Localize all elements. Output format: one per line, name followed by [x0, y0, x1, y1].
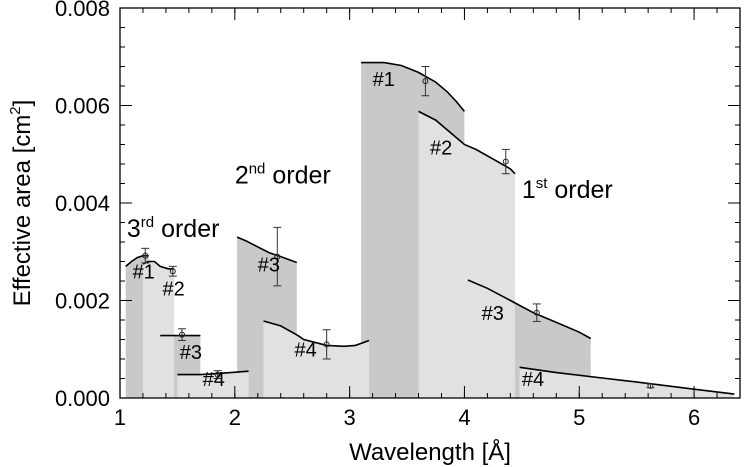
series-label-order1-n3: #3	[482, 303, 504, 325]
ticks: 1 2 3 4 5 6 0.000 0.002 0.004 0.006 0.008	[55, 0, 741, 430]
series-label-order3-n3: #3	[180, 342, 202, 364]
y-tick-label: 0.006	[55, 94, 110, 119]
order-number: 3	[127, 215, 141, 243]
series-label-order3-n2: #2	[162, 279, 184, 301]
series-label-order2-n3: #3	[258, 254, 280, 276]
error-bar-order3-n1	[141, 247, 150, 264]
data-point	[502, 158, 509, 165]
y-axis-title-main: Effective area [cm	[9, 115, 36, 307]
error-bar-order1-n2	[501, 148, 510, 175]
y-tick-label: 0.004	[55, 191, 110, 216]
data-point	[647, 382, 654, 389]
order-label-1: 3rd order	[127, 214, 220, 243]
order-suffix: nd	[249, 161, 266, 178]
error-bars	[141, 66, 655, 389]
data-point	[323, 341, 330, 348]
order-suffix: rd	[141, 214, 154, 231]
curve-order1-n4	[519, 366, 735, 395]
data-point	[142, 252, 149, 259]
data-point	[179, 331, 185, 338]
error-bar-order1-n4	[646, 382, 655, 389]
data-point	[169, 268, 176, 275]
curve-order1-n1	[361, 61, 466, 112]
x-tick-label: 6	[688, 405, 700, 430]
area-order1-n2	[418, 111, 515, 399]
curve-order2-n3	[236, 236, 298, 264]
order-word: order	[154, 215, 219, 243]
error-bar-order1-n3	[532, 303, 541, 322]
area-order3-n1	[125, 255, 149, 398]
area-order3-n2	[142, 261, 174, 398]
series-label-order1-n1: #1	[373, 69, 395, 91]
curve-order2-n4	[263, 320, 370, 348]
x-tick-label: 1	[114, 405, 126, 430]
data-point	[214, 371, 221, 378]
order-number: 1	[522, 176, 536, 204]
x-tick-label: 2	[229, 405, 241, 430]
y-tick-label: 0.000	[55, 386, 110, 411]
error-bar-order3-n2	[168, 265, 177, 277]
curve-order3-n4	[177, 370, 249, 376]
order-suffix: st	[536, 175, 549, 192]
area-order3-n4	[177, 371, 249, 398]
order-label-2: 2nd order	[235, 161, 331, 190]
order-number: 2	[235, 162, 249, 190]
order-word: order	[265, 162, 330, 190]
error-bar-order2-n4	[322, 329, 331, 360]
x-tick-label: 5	[573, 405, 585, 430]
y-axis-title-close: ]	[9, 100, 36, 107]
data-point	[422, 78, 429, 85]
x-axis-title: Wavelength [Å]	[349, 438, 511, 466]
data-point	[274, 253, 281, 260]
series-label-order3-n1: #1	[133, 262, 155, 284]
curve-order1-n3	[467, 279, 592, 340]
data-point	[533, 309, 540, 316]
series-label-order2-n4: #4	[295, 340, 317, 362]
error-bar-order3-n4	[213, 370, 222, 379]
y-tick-label: 0.008	[55, 0, 110, 21]
series-label-order1-n4: #4	[522, 369, 544, 391]
series-labels: #1#2#3#4#3#4#1#2#3#4	[133, 69, 544, 391]
area-order2-n4	[263, 321, 370, 398]
y-axis-title-sup: 2	[7, 106, 24, 114]
y-tick-label: 0.002	[55, 289, 110, 314]
order-word: order	[547, 176, 612, 204]
curve-order3-n2	[142, 260, 174, 270]
area-fills	[125, 62, 735, 399]
series-label-order1-n2: #2	[430, 137, 452, 159]
error-bar-order3-n3	[178, 328, 186, 341]
series-lines	[125, 61, 735, 395]
y-axis-title: Effective area [cm2]	[7, 100, 36, 307]
x-tick-label: 3	[344, 405, 356, 430]
error-bar-order2-n3	[273, 226, 282, 287]
x-tick-label: 4	[458, 405, 470, 430]
error-bar-order1-n1	[421, 66, 430, 97]
order-label-3: 1st order	[522, 175, 613, 204]
series-label-order3-n4: #4	[203, 369, 225, 391]
curve-order1-n2	[418, 110, 516, 175]
